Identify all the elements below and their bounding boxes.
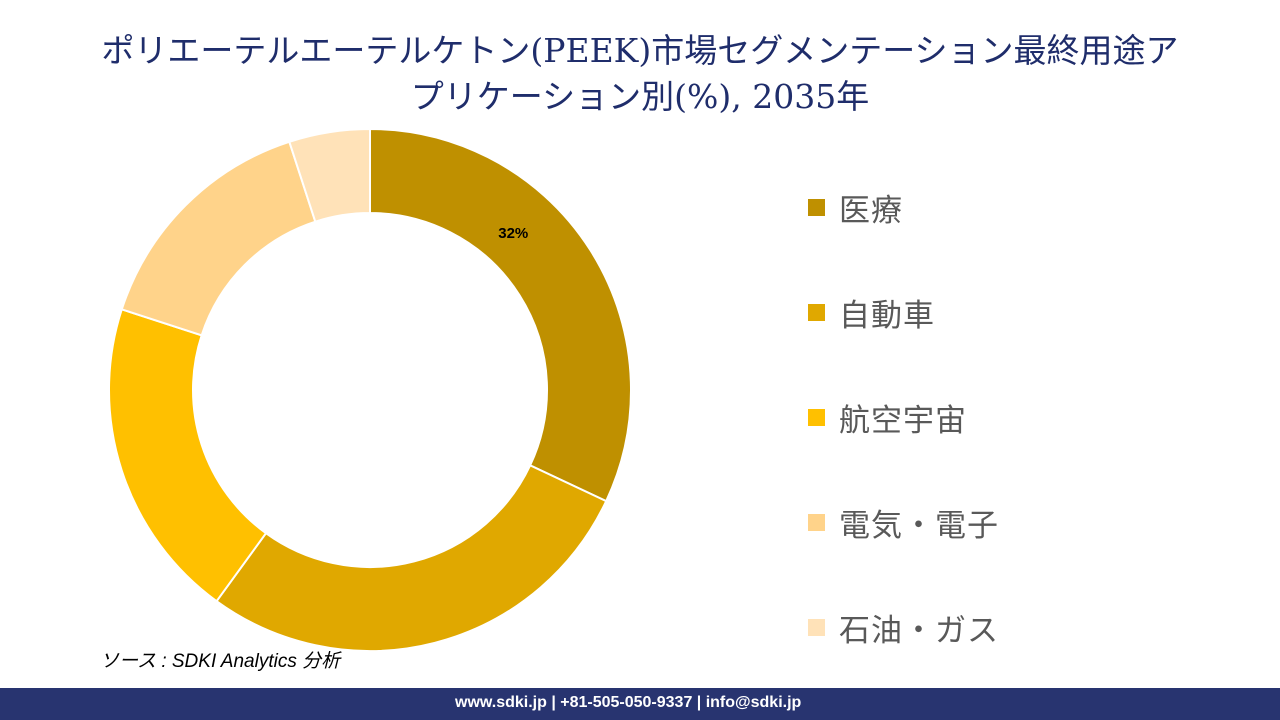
data-label: 32%	[498, 225, 528, 242]
donut-slice-4	[120, 140, 317, 337]
donut-slice-3	[108, 308, 268, 603]
footer-bar: www.sdki.jp | +81-505-050-9337 | info@sd…	[0, 688, 1280, 720]
legend-label: 石油・ガス	[839, 613, 999, 649]
legend-item: 航空宇宙	[808, 365, 999, 470]
legend-label: 医療	[839, 193, 903, 229]
donut-slice-2	[215, 464, 608, 652]
legend-label: 電気・電子	[839, 508, 999, 544]
legend-swatch	[808, 409, 825, 426]
legend-item: 自動車	[808, 260, 999, 365]
legend-swatch	[808, 619, 825, 636]
legend-swatch	[808, 304, 825, 321]
legend-item: 石油・ガス	[808, 575, 999, 680]
chart-title-line-2: プリケーション別(%), 2035年	[410, 77, 870, 116]
chart-title-line-1: ポリエーテルエーテルケトン(PEEK)市場セグメンテーション最終用途ア	[101, 31, 1179, 70]
donut-slice-1	[369, 127, 632, 503]
legend-item: 電気・電子	[808, 470, 999, 575]
legend-label: 自動車	[839, 298, 935, 334]
chart-title: ポリエーテルエーテルケトン(PEEK)市場セグメンテーション最終用途ア プリケー…	[0, 28, 1280, 120]
footer-contact: www.sdki.jp | +81-505-050-9337 | info@sd…	[455, 694, 802, 711]
legend-label: 航空宇宙	[839, 403, 967, 439]
legend-swatch	[808, 199, 825, 216]
donut-slice-5	[288, 127, 371, 223]
legend: 医療 自動車 航空宇宙 電気・電子 石油・ガス	[808, 155, 999, 680]
legend-swatch	[808, 514, 825, 531]
legend-item: 医療	[808, 155, 999, 260]
source-note: ソース : SDKI Analytics 分析	[100, 651, 341, 672]
